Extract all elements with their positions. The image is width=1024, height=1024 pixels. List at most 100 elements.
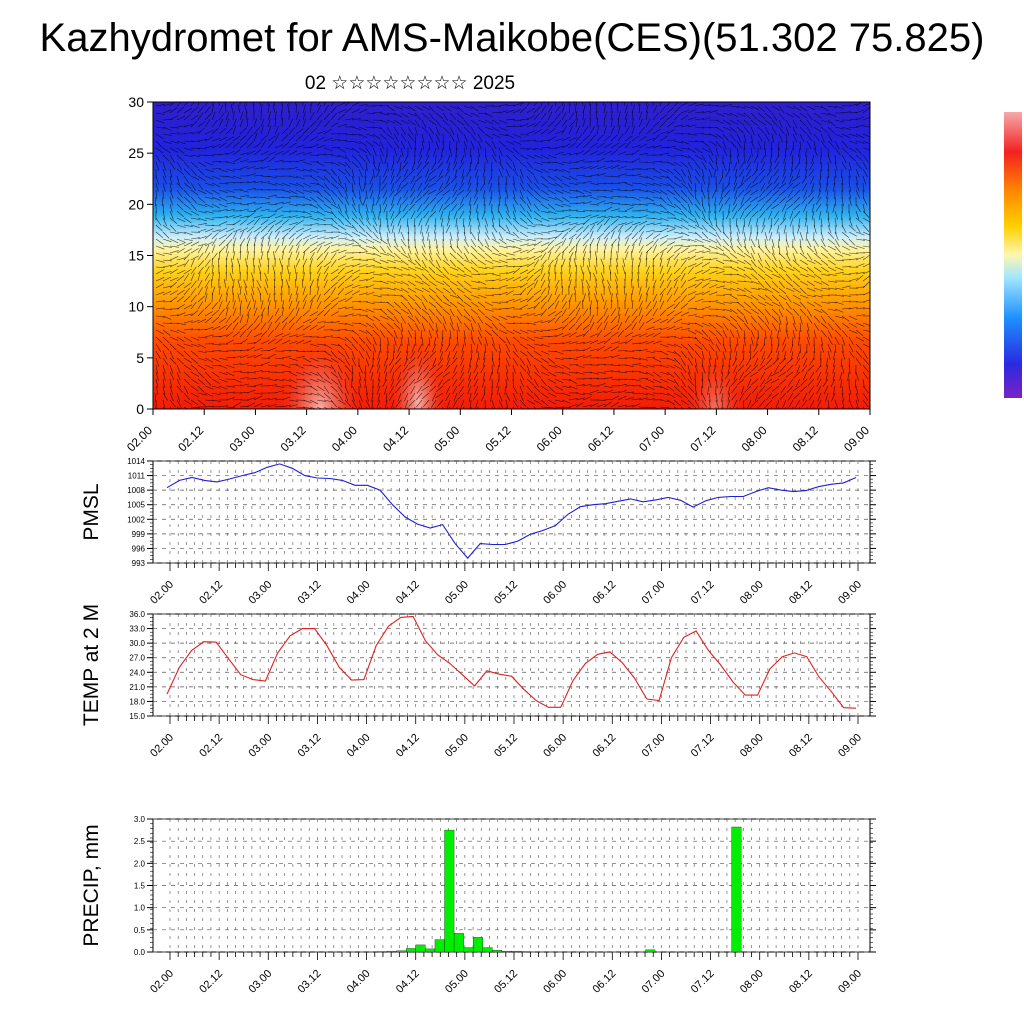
wind-barb <box>736 238 742 247</box>
wind-barb <box>617 350 628 352</box>
wind-barb <box>477 350 480 360</box>
y-tick-label: 1008 <box>127 486 145 495</box>
wind-barb <box>309 120 317 128</box>
wind-barb <box>211 119 218 128</box>
wind-barb <box>218 392 228 395</box>
wind-barb <box>420 329 423 339</box>
wind-barb <box>554 120 562 128</box>
wind-barb <box>701 385 703 395</box>
wind-barb <box>323 189 331 197</box>
wind-barb <box>848 385 852 395</box>
wind-barb <box>638 307 643 317</box>
wind-barb <box>423 210 430 219</box>
wind-barb <box>547 236 557 240</box>
wind-barb <box>582 111 585 121</box>
wind-barb <box>547 399 557 405</box>
wind-barb <box>323 196 332 204</box>
wind-barb <box>372 111 382 114</box>
wind-barb <box>253 315 260 324</box>
wind-barb <box>344 243 354 247</box>
wind-barb <box>729 252 738 259</box>
wind-barb <box>803 189 808 199</box>
wind-barb <box>456 140 458 150</box>
wind-barb <box>694 161 701 170</box>
wind-barb <box>393 273 403 277</box>
wind-barb <box>225 251 229 261</box>
wind-barb <box>526 175 533 184</box>
wind-barb <box>568 189 578 192</box>
wind-barb <box>764 273 773 280</box>
wind-barb <box>624 206 634 212</box>
wind-barb <box>323 266 330 275</box>
wind-barb <box>617 314 621 324</box>
wind-barb <box>260 225 268 233</box>
wind-barb <box>316 260 324 268</box>
wind-barb <box>498 315 508 321</box>
wind-barb <box>190 343 200 348</box>
wind-barb <box>393 140 400 149</box>
wind-barb <box>253 376 263 380</box>
wind-barb <box>449 315 454 325</box>
wind-barb <box>266 251 269 261</box>
wind-barb <box>372 161 377 171</box>
wind-barb <box>474 385 479 395</box>
wind-barb <box>211 232 219 240</box>
wind-barb <box>862 322 870 326</box>
wind-barb <box>473 196 479 206</box>
wind-barb <box>841 343 844 353</box>
wind-barb <box>239 189 249 193</box>
wind-barb <box>680 154 690 159</box>
wind-barb <box>582 214 592 219</box>
wind-barb <box>841 147 849 155</box>
wind-barb <box>438 182 444 192</box>
wind-barb <box>817 392 822 402</box>
wind-barb <box>519 147 529 150</box>
wind-barb <box>733 182 738 192</box>
wind-barb <box>460 350 465 360</box>
wind-barb <box>694 399 700 409</box>
wind-barb <box>708 238 718 244</box>
x-tick-label: 06.12 <box>590 579 618 607</box>
wind-barb <box>512 133 522 138</box>
wind-barb <box>687 231 697 235</box>
wind-barb <box>722 161 727 171</box>
wind-barb <box>750 315 757 324</box>
wind-barb <box>749 350 752 360</box>
wind-barb <box>204 196 214 200</box>
wind-barb <box>617 133 624 142</box>
wind-barb <box>610 315 618 324</box>
wind-barb <box>645 102 648 107</box>
wind-barb <box>461 343 465 353</box>
wind-barb <box>260 196 270 200</box>
wind-barb <box>638 111 643 121</box>
wind-barb <box>365 238 375 244</box>
wind-barb <box>778 294 787 301</box>
wind-barb <box>784 147 787 157</box>
wind-barb <box>379 217 382 227</box>
wind-barb <box>603 201 613 205</box>
wind-barb <box>470 287 480 290</box>
wind-barb <box>547 357 556 364</box>
wind-barb <box>687 196 693 205</box>
wind-barb <box>197 336 207 339</box>
wind-barb <box>337 288 345 296</box>
x-tick-label: 07.12 <box>689 579 717 607</box>
wind-barb <box>631 403 641 408</box>
wind-barb <box>407 140 413 150</box>
wind-barb <box>763 140 766 150</box>
wind-barb <box>637 279 640 289</box>
wind-barb <box>855 154 863 162</box>
wind-barb <box>687 210 695 218</box>
wind-barb <box>519 217 528 224</box>
wind-barb <box>204 316 213 324</box>
wind-barb <box>728 357 731 367</box>
wind-barb <box>246 134 254 142</box>
wind-barb <box>456 133 460 143</box>
wind-barb <box>862 125 870 128</box>
wind-barb <box>568 196 578 199</box>
wind-barb <box>491 133 501 138</box>
wind-barb <box>862 392 869 401</box>
wind-barb <box>197 287 203 296</box>
wind-barb <box>765 196 773 204</box>
wind-barb <box>447 210 451 220</box>
